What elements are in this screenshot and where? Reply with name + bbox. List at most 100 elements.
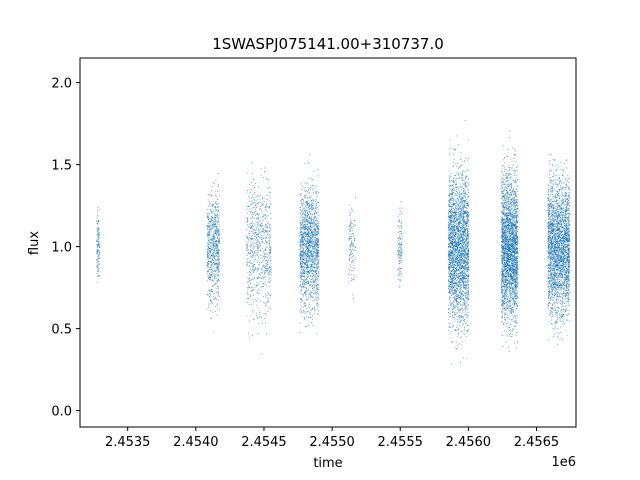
data-point bbox=[308, 233, 309, 234]
data-point bbox=[400, 279, 401, 280]
data-point bbox=[207, 226, 208, 227]
data-point bbox=[454, 270, 455, 271]
data-point bbox=[465, 190, 466, 191]
data-point bbox=[456, 136, 457, 137]
data-point bbox=[257, 239, 258, 240]
data-point bbox=[263, 260, 264, 261]
data-point bbox=[265, 217, 266, 218]
data-point bbox=[210, 233, 211, 234]
data-point bbox=[269, 273, 270, 274]
data-point bbox=[455, 184, 456, 185]
data-point bbox=[461, 161, 462, 162]
data-point bbox=[464, 254, 465, 255]
data-point bbox=[210, 290, 211, 291]
data-point bbox=[316, 241, 317, 242]
data-point bbox=[452, 185, 453, 186]
data-point bbox=[458, 259, 459, 260]
data-point bbox=[208, 247, 209, 248]
data-point bbox=[317, 263, 318, 264]
data-point bbox=[310, 209, 311, 210]
data-point bbox=[463, 285, 464, 286]
data-point bbox=[466, 207, 467, 208]
data-point bbox=[468, 234, 469, 235]
data-point bbox=[305, 287, 306, 288]
data-point bbox=[210, 300, 211, 301]
data-point bbox=[302, 236, 303, 237]
data-point bbox=[219, 238, 220, 239]
data-point bbox=[263, 231, 264, 232]
data-point bbox=[461, 208, 462, 209]
data-point bbox=[314, 258, 315, 259]
data-point bbox=[252, 335, 253, 336]
data-point bbox=[450, 205, 451, 206]
data-point bbox=[311, 252, 312, 253]
data-point bbox=[315, 237, 316, 238]
data-point bbox=[251, 263, 252, 264]
data-point bbox=[267, 226, 268, 227]
data-point bbox=[306, 288, 307, 289]
data-point bbox=[306, 234, 307, 235]
data-point bbox=[351, 251, 352, 252]
data-point bbox=[259, 209, 260, 210]
data-point bbox=[211, 239, 212, 240]
data-point bbox=[266, 334, 267, 335]
data-point bbox=[455, 194, 456, 195]
data-point bbox=[448, 323, 449, 324]
data-point bbox=[311, 218, 312, 219]
data-point bbox=[453, 247, 454, 248]
data-point bbox=[453, 301, 454, 302]
data-point bbox=[207, 294, 208, 295]
data-point bbox=[300, 234, 301, 235]
data-point bbox=[252, 203, 253, 204]
data-point bbox=[466, 177, 467, 178]
data-point bbox=[214, 276, 215, 277]
data-point bbox=[208, 223, 209, 224]
data-point bbox=[314, 279, 315, 280]
data-point bbox=[312, 308, 313, 309]
data-point bbox=[215, 311, 216, 312]
data-point bbox=[311, 205, 312, 206]
data-point bbox=[401, 239, 402, 240]
data-point bbox=[355, 225, 356, 226]
data-point bbox=[218, 252, 219, 253]
data-point bbox=[306, 195, 307, 196]
data-point bbox=[310, 269, 311, 270]
data-point bbox=[270, 235, 271, 236]
data-point bbox=[96, 240, 97, 241]
data-point bbox=[314, 293, 315, 294]
data-point bbox=[452, 232, 453, 233]
data-point bbox=[456, 202, 457, 203]
data-point bbox=[307, 263, 308, 264]
data-point bbox=[214, 222, 215, 223]
data-point bbox=[318, 273, 319, 274]
data-point bbox=[300, 231, 301, 232]
data-point bbox=[461, 292, 462, 293]
data-point bbox=[257, 195, 258, 196]
data-point bbox=[210, 257, 211, 258]
data-point bbox=[265, 322, 266, 323]
data-point bbox=[318, 245, 319, 246]
data-point bbox=[258, 202, 259, 203]
data-point bbox=[313, 224, 314, 225]
data-point bbox=[449, 269, 450, 270]
data-point bbox=[263, 279, 264, 280]
data-point bbox=[454, 209, 455, 210]
data-point bbox=[260, 251, 261, 252]
data-point bbox=[269, 240, 270, 241]
data-point bbox=[318, 239, 319, 240]
data-point bbox=[261, 237, 262, 238]
data-point bbox=[349, 270, 350, 271]
data-point bbox=[302, 202, 303, 203]
data-point bbox=[213, 202, 214, 203]
data-point bbox=[306, 255, 307, 256]
data-point bbox=[463, 309, 464, 310]
data-point bbox=[310, 221, 311, 222]
data-point bbox=[213, 296, 214, 297]
data-point bbox=[449, 273, 450, 274]
data-point bbox=[260, 217, 261, 218]
data-point bbox=[256, 313, 257, 314]
data-point bbox=[256, 286, 257, 287]
data-point bbox=[351, 241, 352, 242]
data-point bbox=[316, 257, 317, 258]
data-point bbox=[210, 253, 211, 254]
